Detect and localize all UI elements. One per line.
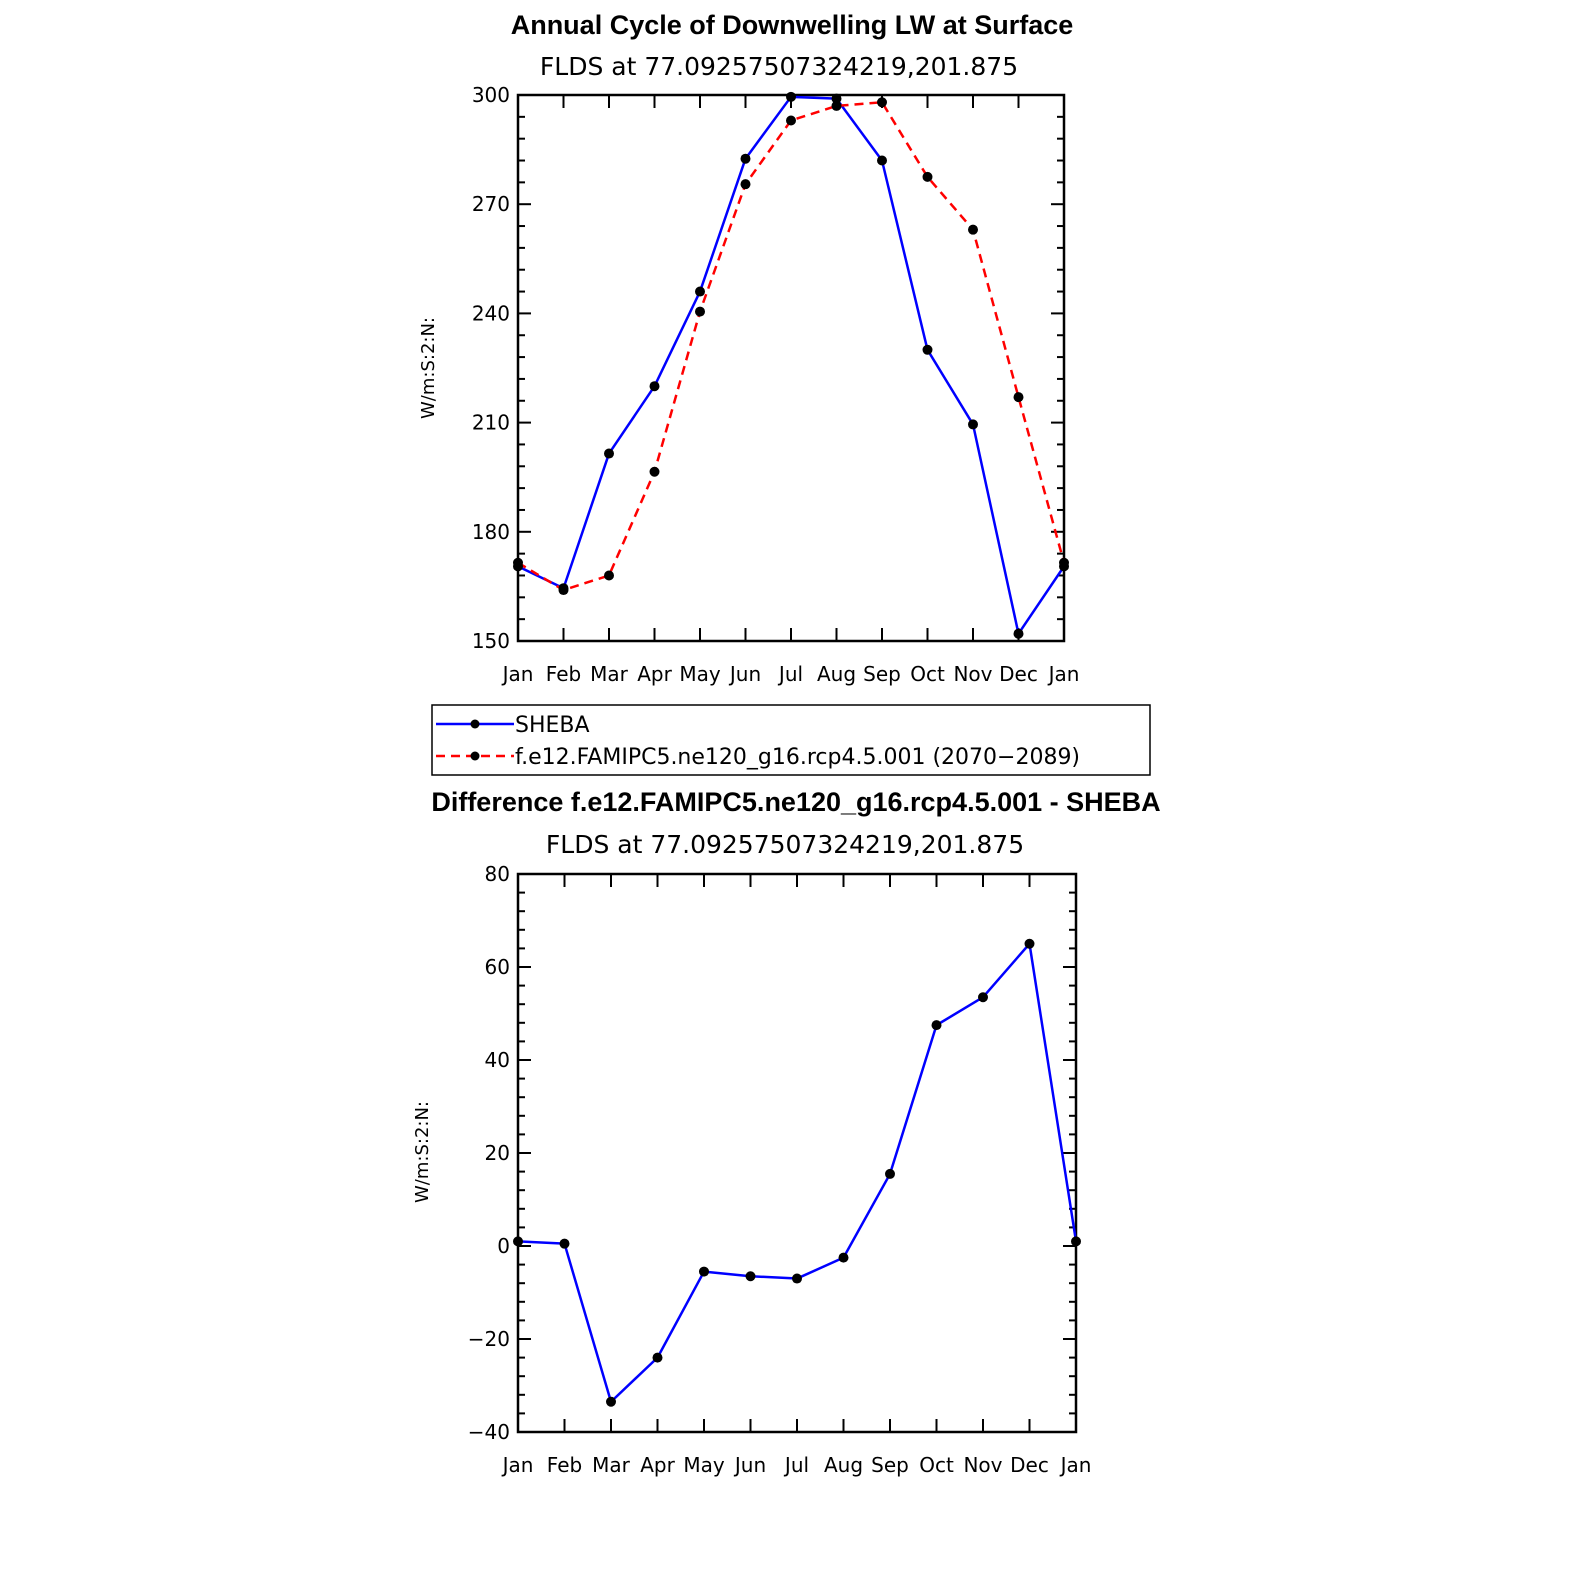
chart2-y-tick-label: 20 [485, 1141, 510, 1165]
chart1-series-0-point [877, 155, 887, 166]
chart1-x-tick-label: Jun [728, 662, 761, 686]
chart1-series-0-point [1013, 628, 1024, 639]
chart2-frame [516, 872, 1078, 1434]
chart1-x-tick-label: May [679, 662, 721, 686]
chart1-series-1-point [604, 570, 614, 581]
chart1-series-1-point [877, 97, 887, 108]
legend-label-sheba: SHEBA [515, 713, 590, 738]
chart1-series-1-point [513, 557, 523, 568]
chart2-y-axis-label: W/m:S:2:N: [412, 1101, 433, 1203]
chart2-y-tick-label: 0 [497, 1234, 510, 1258]
chart2-x-tick-label: Mar [592, 1453, 631, 1477]
chart2-x-tick-label: Jul [783, 1453, 809, 1477]
chart1-series-0-point [604, 448, 614, 459]
chart1-x-tick-label: Jan [1047, 662, 1080, 686]
chart1-series-1-point [968, 224, 978, 235]
chart1-series-1-point [786, 115, 796, 126]
chart1-plot: 150 180 210 240 270 300 Jan Feb Mar Apr May Jun Jul A… [472, 83, 1080, 686]
chart2-y-tick-label: −20 [468, 1327, 510, 1351]
chart1-series-1-point [740, 179, 751, 190]
chart1-series-0-point [831, 93, 842, 104]
chart2-x-tick-label: Aug [824, 1453, 863, 1477]
chart2-series-0-point [885, 1168, 895, 1179]
chart2-series-0-point [1024, 938, 1035, 949]
chart1-series-0-point [922, 344, 933, 355]
chart1-y-axis-label: W/m:S:2:N: [418, 317, 439, 419]
chart1-series-1-point [922, 171, 933, 182]
chart2-series-0-point [745, 1271, 756, 1282]
chart2-series-0-point [838, 1252, 849, 1263]
chart2-x-tick-label: Apr [640, 1453, 675, 1477]
chart2-x-tick-label: May [683, 1453, 725, 1477]
chart2-x-tick-label: Nov [963, 1453, 1002, 1477]
chart1-series-0-line [517, 95, 1066, 635]
chart2-subtitle: FLDS at 77.09257507324219,201.875 [546, 830, 1024, 859]
chart2-y-tick-label: 80 [485, 862, 510, 886]
chart2-y-tick-label: 60 [485, 955, 510, 979]
chart1-title: Annual Cycle of Downwelling LW at Surfac… [511, 10, 1074, 40]
chart1-y-tick-label: 270 [472, 192, 510, 216]
chart1-x-tick-label: Jul [777, 662, 803, 686]
chart2-plot: −40 −20 0 20 40 60 80 Jan Feb Mar Apr May Jun Jul Aug S… [468, 862, 1092, 1477]
chart2-series-0-point [513, 1236, 523, 1247]
chart1-series-1-point [1059, 557, 1069, 568]
chart1-y-tick-label: 180 [472, 520, 510, 544]
chart2-series-0-point [699, 1266, 709, 1277]
chart2-series-0-point [1071, 1236, 1081, 1247]
chart2-x-tick-label: Jan [501, 1453, 534, 1477]
legend-label-model: f.e12.FAMIPC5.ne120_g16.rcp4.5.001 (2070… [515, 745, 1080, 770]
chart2-series-0-point [652, 1352, 663, 1363]
chart1-x-tick-label: Apr [637, 662, 672, 686]
chart2-x-tick-label: Jan [1059, 1453, 1092, 1477]
chart2-x-tick-label: Dec [1010, 1453, 1049, 1477]
chart1-x-tick-label: Dec [999, 662, 1038, 686]
chart1-x-tick-label: Jan [501, 662, 534, 686]
chart1-x-tick-label: Nov [953, 662, 992, 686]
chart1-subtitle: FLDS at 77.09257507324219,201.875 [540, 52, 1018, 81]
chart2-title: Difference f.e12.FAMIPC5.ne120_g16.rcp4.… [431, 787, 1160, 817]
legend-marker-model [470, 751, 480, 761]
chart1-y-tick-label: 150 [472, 629, 510, 653]
chart1-series-0-point [695, 286, 705, 297]
chart1-x-tick-label: Feb [546, 662, 581, 686]
chart1-x-tick-label: Aug [817, 662, 856, 686]
chart2-series-0-point [792, 1273, 802, 1284]
chart2-y-tick-label: −40 [468, 1420, 510, 1444]
chart1-series-1-point [1013, 392, 1024, 403]
chart1-x-tick-label: Mar [590, 662, 629, 686]
chart2-y-tick-label: 40 [485, 1048, 510, 1072]
chart2-series-0-point [559, 1238, 570, 1249]
chart2-x-tick-label: Feb [547, 1453, 582, 1477]
chart1-series-1-point [558, 585, 569, 596]
chart2-x-tick-label: Sep [871, 1453, 909, 1477]
chart2-series-0-point [606, 1396, 616, 1407]
chart1-x-tick-label: Sep [863, 662, 901, 686]
chart1-series-1-point [831, 100, 842, 111]
chart2-series-0-point [978, 992, 988, 1003]
chart1-y-tick-label: 240 [472, 301, 510, 325]
chart1-frame [516, 93, 1066, 643]
chart1-x-tick-label: Oct [910, 662, 945, 686]
legend-marker-sheba [470, 719, 480, 729]
chart1-series-0-point [740, 153, 751, 164]
chart1-series-1-point [695, 306, 705, 317]
chart2-x-tick-label: Jun [733, 1453, 766, 1477]
chart2-series-0-point [931, 1020, 942, 1031]
chart1-series-1-point [649, 466, 660, 477]
legend: SHEBA f.e12.FAMIPC5.ne120_g16.rcp4.5.001… [431, 704, 1151, 776]
chart1-series-0-point [968, 419, 978, 430]
chart2-series-0-line [517, 942, 1078, 1404]
chart1-series-1-line [517, 101, 1066, 592]
legend-box [431, 704, 1151, 776]
chart1-y-tick-label: 300 [472, 83, 510, 107]
chart1-y-tick-label: 210 [472, 411, 510, 435]
chart2-x-tick-label: Oct [919, 1453, 954, 1477]
chart1-series-0-point [649, 381, 660, 392]
chart1-series-0-point [786, 91, 796, 102]
